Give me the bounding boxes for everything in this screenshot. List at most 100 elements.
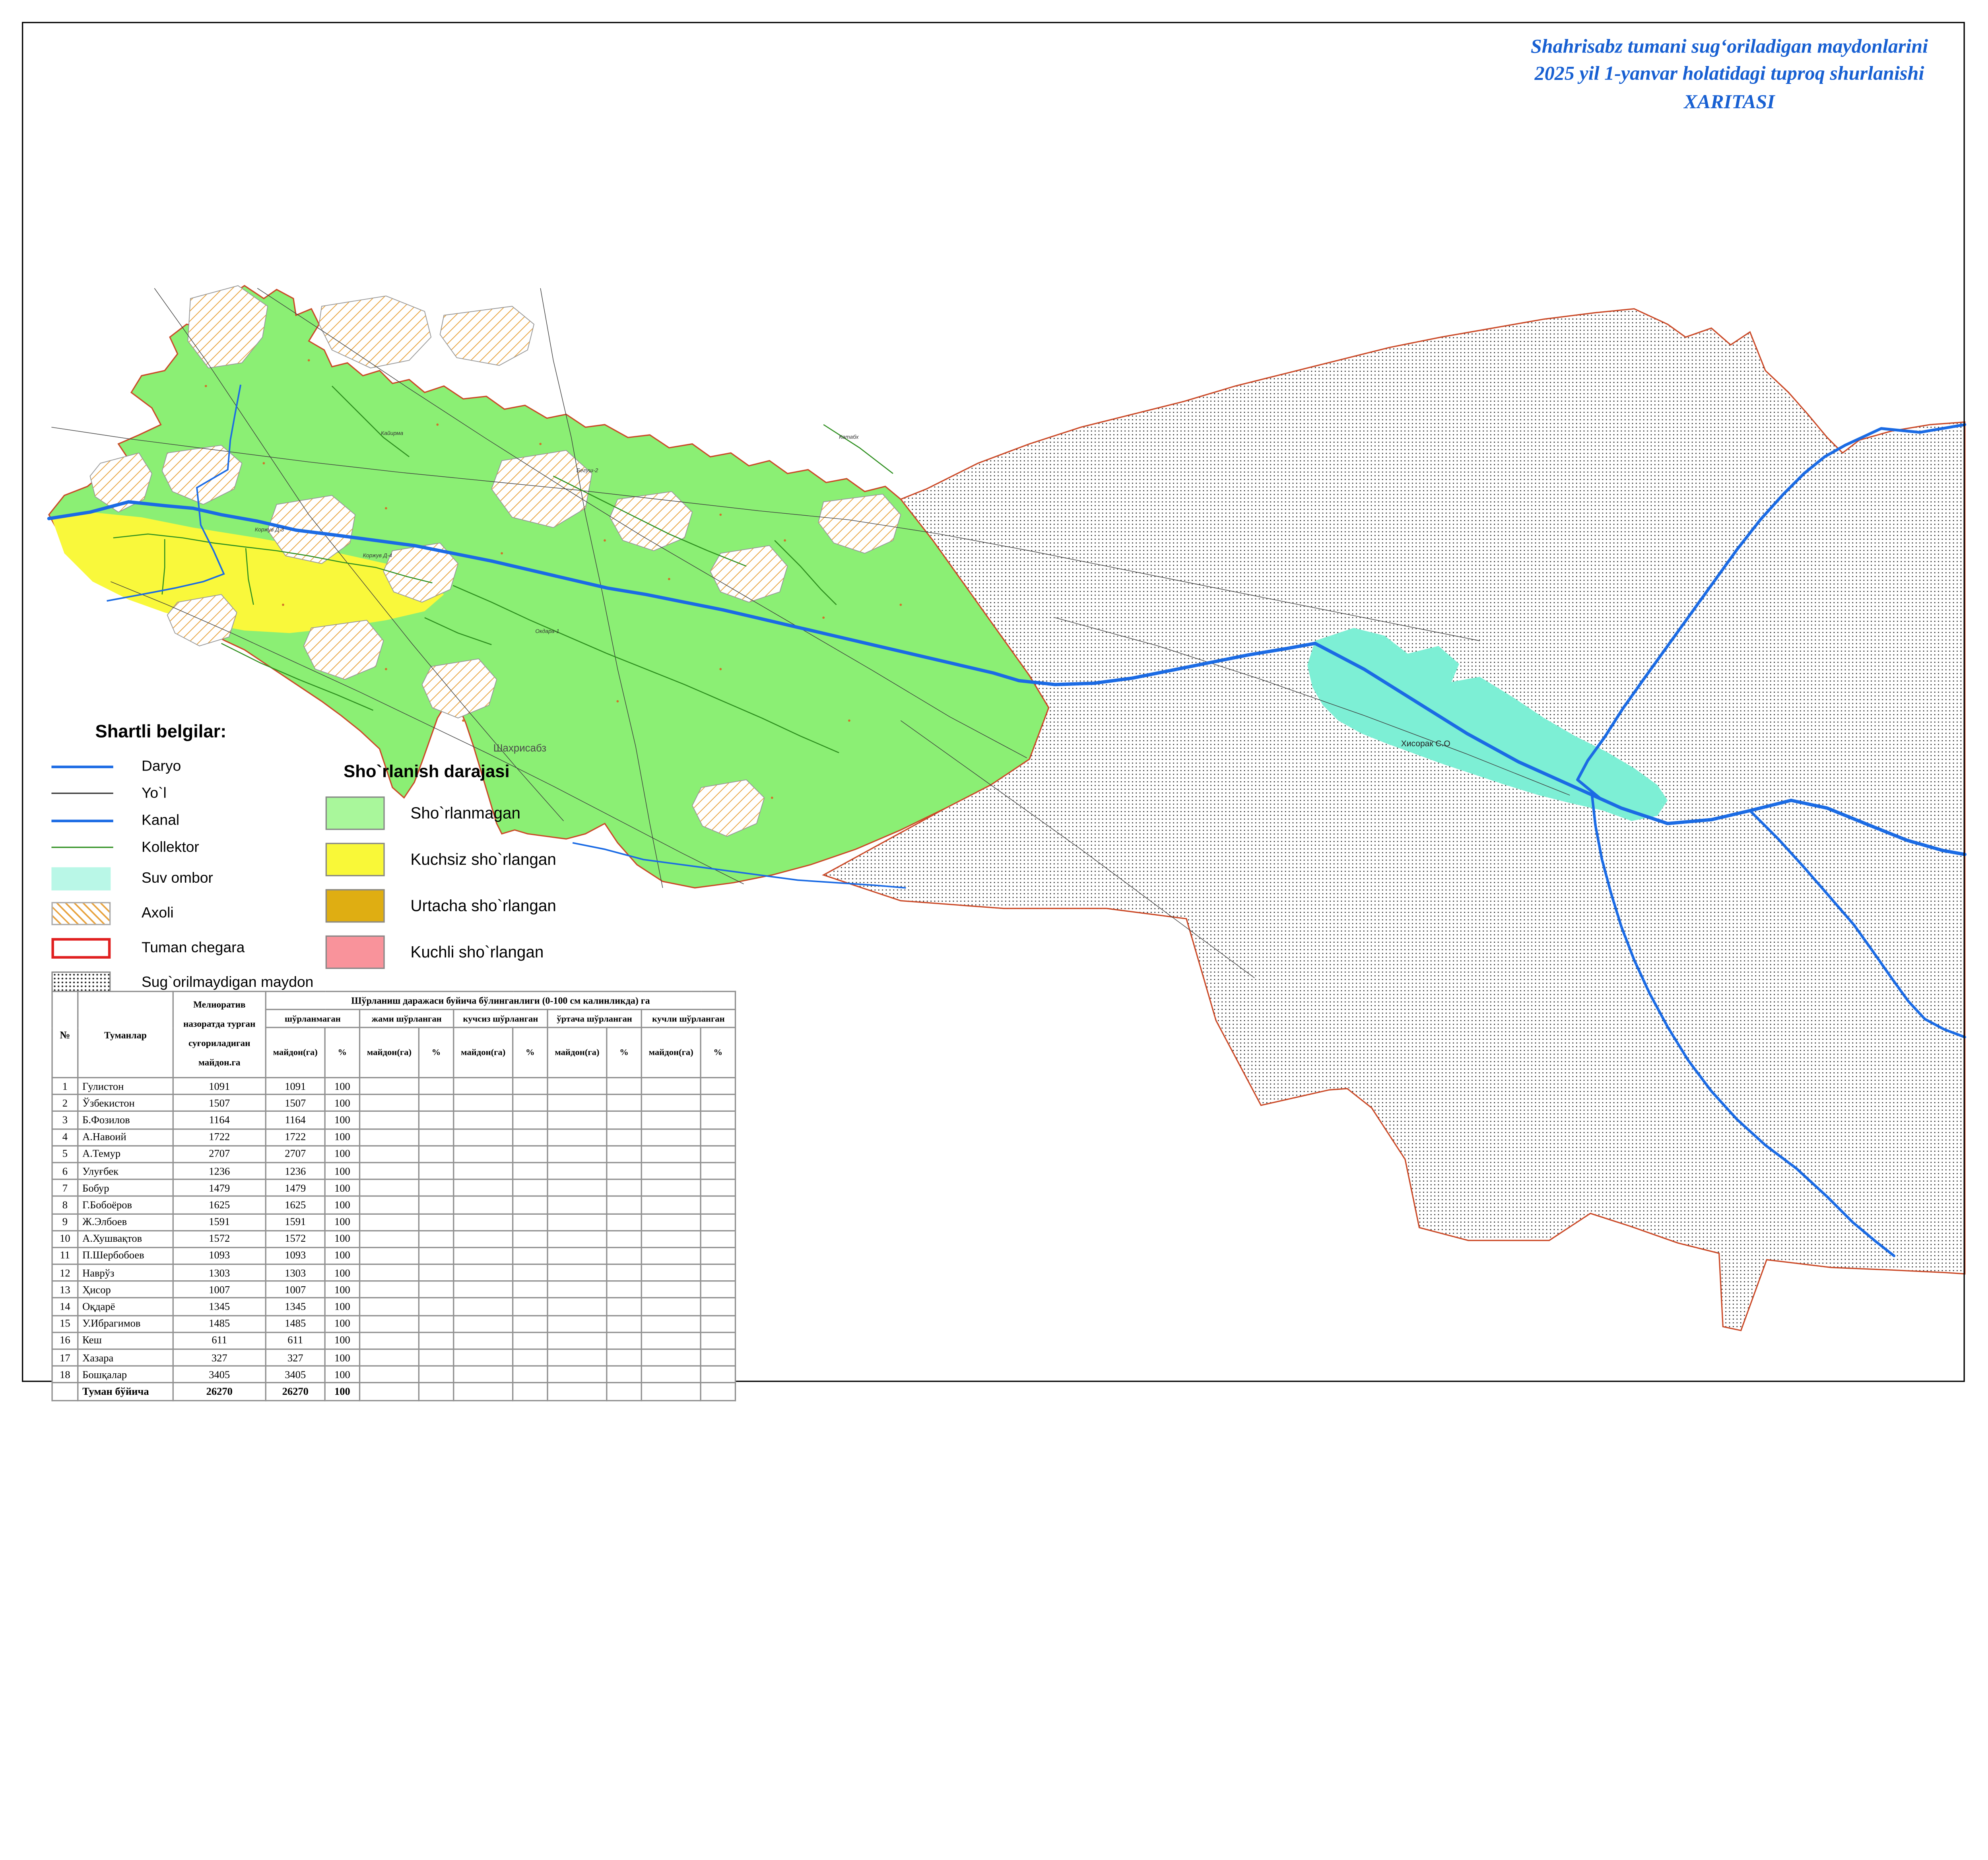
table-cell: 1091 [172, 1077, 266, 1095]
table-cell [641, 1179, 701, 1197]
table-row: 18 Бошқалар 3405 3405 100 [51, 1365, 736, 1384]
table-cell [700, 1331, 736, 1350]
irrigated-area-green [48, 285, 1050, 889]
table-cell: 18 [51, 1365, 79, 1384]
header-melio: Мелиоратив назоратда турган суғориладига… [172, 990, 266, 1078]
table-cell: 1091 [265, 1077, 326, 1095]
legend-item-sugorilmaydigan: Sug`orilmaydigan maydon [51, 965, 322, 1000]
table-cell: 14 [51, 1297, 79, 1316]
header-medium-saline: ўртача шўрланган [547, 1009, 642, 1028]
table-cell [359, 1280, 420, 1299]
collector-label: Кайирма [381, 430, 404, 436]
table-cell [606, 1314, 642, 1333]
table-cell [418, 1094, 454, 1113]
table-cell: 1164 [265, 1111, 326, 1130]
table-cell: Бошқалар [77, 1365, 174, 1384]
table-row: 8 Г.Бобоёров 1625 1625 100 [51, 1196, 736, 1214]
header-area: майдон(га) [547, 1027, 608, 1078]
collector-label: Бегуш-2 [577, 467, 598, 474]
table-cell [359, 1162, 420, 1180]
table-cell: 1303 [265, 1264, 326, 1282]
table-cell: 1591 [265, 1213, 326, 1231]
table-cell [547, 1145, 608, 1163]
table-row: 6 Улуғбек 1236 1236 100 [51, 1162, 736, 1180]
salinity-heading: Sho`rlanish darajasi [344, 761, 510, 781]
table-cell: 1507 [265, 1094, 326, 1113]
salinity-label: Urtacha sho`rlangan [410, 897, 556, 915]
table-cell: Кеш [77, 1331, 174, 1350]
table-cell: Оқдарё [77, 1297, 174, 1316]
road-line-sample [51, 792, 113, 794]
table-cell: Наврўз [77, 1264, 174, 1282]
table-cell: 1236 [172, 1162, 266, 1180]
river-line-sample [51, 765, 113, 768]
table-cell [547, 1196, 608, 1214]
table-cell [512, 1145, 548, 1163]
table-cell [641, 1280, 701, 1299]
legend-label: Daryo [141, 758, 181, 774]
table-cell [453, 1314, 514, 1333]
collector-line-sample [51, 847, 113, 848]
table-cell [641, 1094, 701, 1113]
table-cell [606, 1365, 642, 1384]
table-cell: 100 [324, 1297, 361, 1316]
table-cell [359, 1111, 420, 1130]
river-south-branch [1590, 791, 1895, 1257]
table-cell [700, 1246, 736, 1265]
header-unsaline: шўрланмаган [265, 1009, 361, 1028]
table-cell [700, 1179, 736, 1197]
table-cell: 4 [51, 1128, 79, 1146]
table-cell [359, 1264, 420, 1282]
table-cell [453, 1213, 514, 1231]
table-cell [453, 1280, 514, 1299]
weak-saline-chip [325, 843, 385, 876]
table-cell [606, 1179, 642, 1197]
table-cell [606, 1348, 642, 1367]
table-row: 16 Кеш 611 611 100 [51, 1331, 736, 1350]
table-cell [606, 1196, 642, 1214]
collector-label: Коржув Д-3 [255, 526, 284, 533]
table-cell: 3405 [265, 1365, 326, 1384]
table-cell: 1236 [265, 1162, 326, 1180]
title-line-1: Shahrisabz tumani sug‘oriladigan maydonl… [1530, 36, 1928, 58]
river-main [47, 500, 1967, 856]
table-cell [641, 1111, 701, 1130]
table-row: 14 Оқдарё 1345 1345 100 [51, 1297, 736, 1316]
table-cell [641, 1229, 701, 1248]
table-cell: Ҳисор [77, 1280, 174, 1299]
table-cell [700, 1162, 736, 1180]
table-cell: Улуғбек [77, 1162, 174, 1180]
header-total-saline: жами шўрланган [359, 1009, 454, 1028]
collector-label: Катабх [839, 434, 859, 440]
table-cell [512, 1077, 548, 1095]
table-cell [606, 1128, 642, 1146]
table-cell [418, 1314, 454, 1333]
table-cell [359, 1094, 420, 1113]
table-cell: 1572 [172, 1229, 266, 1248]
table-cell [606, 1331, 642, 1350]
table-cell [547, 1348, 608, 1367]
table-cell [453, 1365, 514, 1384]
table-cell: 100 [324, 1280, 361, 1299]
header-pct: % [418, 1027, 454, 1078]
legend-item-kanal: Kanal [51, 807, 322, 834]
settlement-chip [51, 901, 111, 925]
table-cell: 1625 [265, 1196, 326, 1214]
table-cell: Хазара [77, 1348, 174, 1367]
legend-salinity-degree: Sho`rlanish darajasi Sho`rlanmagan Kuchs… [325, 761, 660, 982]
table-cell: 1345 [265, 1297, 326, 1316]
table-cell [359, 1331, 420, 1350]
table-cell: 1007 [172, 1280, 266, 1299]
table-cell [453, 1162, 514, 1180]
legend-item-tuman-chegara: Tuman chegara [51, 930, 322, 965]
table-cell [641, 1365, 701, 1384]
table-cell: 100 [324, 1162, 361, 1180]
salinity-table: № Туманлар Мелиоратив назоратда турган с… [51, 990, 736, 1401]
table-cell: 6 [51, 1162, 79, 1180]
table-row: 2 Ўзбекистон 1507 1507 100 [51, 1094, 736, 1113]
table-cell [641, 1196, 701, 1214]
canal-lines [107, 384, 906, 889]
table-cell: 100 [324, 1365, 361, 1384]
table-cell [606, 1162, 642, 1180]
orchard-symbols [204, 359, 902, 799]
